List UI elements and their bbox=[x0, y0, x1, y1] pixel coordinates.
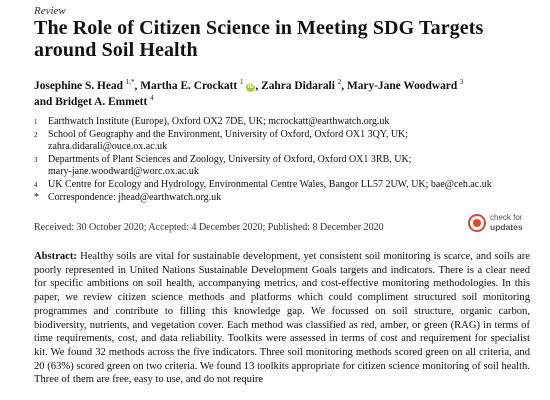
author-name: Mary-Jane Woodward bbox=[346, 80, 458, 92]
check-updates-icon bbox=[468, 214, 486, 232]
affiliation-text: Earthwatch Institute (Europe), Oxford OX… bbox=[48, 116, 390, 127]
affiliation-number: 1 bbox=[34, 118, 38, 126]
abstract-label: Abstract: bbox=[34, 251, 77, 262]
abstract: Abstract: Healthy soils are vital for su… bbox=[34, 250, 530, 387]
affiliation-item: 4 UK Centre for Ecology and Hydrology, E… bbox=[34, 179, 544, 192]
affiliation-text: School of Geography and the Environment,… bbox=[48, 128, 409, 140]
author-affiliation-marker: 3 bbox=[460, 78, 464, 87]
correspondence-item: * Correspondence: jhead@earthwatch.org.u… bbox=[34, 192, 544, 205]
affiliation-number: 4 bbox=[34, 180, 38, 189]
author-name: Josephine S. Head bbox=[34, 80, 123, 92]
affiliation-list: 1 Earthwatch Institute (Europe), Oxford … bbox=[34, 116, 544, 204]
affiliation-email[interactable]: mary-jane.woodward@worc.ox.ac.uk bbox=[48, 166, 199, 178]
correspondence-marker: * bbox=[34, 191, 39, 203]
affiliation-text: UK Centre for Ecology and Hydrology, Env… bbox=[48, 178, 492, 190]
affiliation-number: 3 bbox=[34, 155, 38, 164]
affiliation-number: 2 bbox=[34, 130, 38, 139]
check-for-updates-badge[interactable]: check for updates bbox=[468, 209, 528, 239]
affiliation-text: Departments of Plant Sciences and Zoolog… bbox=[48, 153, 412, 165]
affiliation-item: 1 Earthwatch Institute (Europe), Oxford … bbox=[34, 116, 544, 129]
title-line-1: The Role of Citizen Science in Meeting S… bbox=[34, 17, 484, 39]
author-name: Martha E. Crockatt bbox=[140, 80, 238, 92]
abstract-text: Healthy soils are vital for sustainable … bbox=[34, 251, 530, 386]
orcid-icon[interactable]: iD bbox=[246, 83, 256, 92]
author-affiliation-marker: 1,* bbox=[125, 78, 135, 87]
article-type-label: Review bbox=[34, 5, 66, 17]
author-name: and Bridget A. Emmett bbox=[34, 96, 148, 108]
title-line-2: around Soil Health bbox=[34, 39, 198, 61]
author-name: Zahra Didarali bbox=[261, 80, 335, 92]
affiliation-item: 2 School of Geography and the Environmen… bbox=[34, 129, 544, 154]
affiliation-item: 3 Departments of Plant Sciences and Zool… bbox=[34, 154, 544, 179]
author-list: Josephine S. Head 1,*, Martha E. Crockat… bbox=[34, 78, 534, 110]
author-line-2: and Bridget A. Emmett 4 bbox=[34, 94, 534, 110]
author-line-1: Josephine S. Head 1,*, Martha E. Crockat… bbox=[34, 78, 464, 92]
badge-line-2: updates bbox=[490, 222, 523, 232]
affiliation-email[interactable]: zahra.didarali@ouce.ox.ac.uk bbox=[48, 141, 168, 153]
publication-dates: Received: 30 October 2020; Accepted: 4 D… bbox=[34, 222, 384, 233]
correspondence-text: Correspondence: jhead@earthwatch.org.uk bbox=[48, 191, 222, 203]
badge-line-1: check for bbox=[490, 213, 523, 222]
author-affiliation-marker: 1 bbox=[240, 78, 244, 87]
author-affiliation-marker: 2 bbox=[337, 78, 342, 87]
paper-title: The Role of Citizen Science in Meeting S… bbox=[34, 17, 534, 61]
author-affiliation-marker: 4 bbox=[150, 94, 154, 103]
